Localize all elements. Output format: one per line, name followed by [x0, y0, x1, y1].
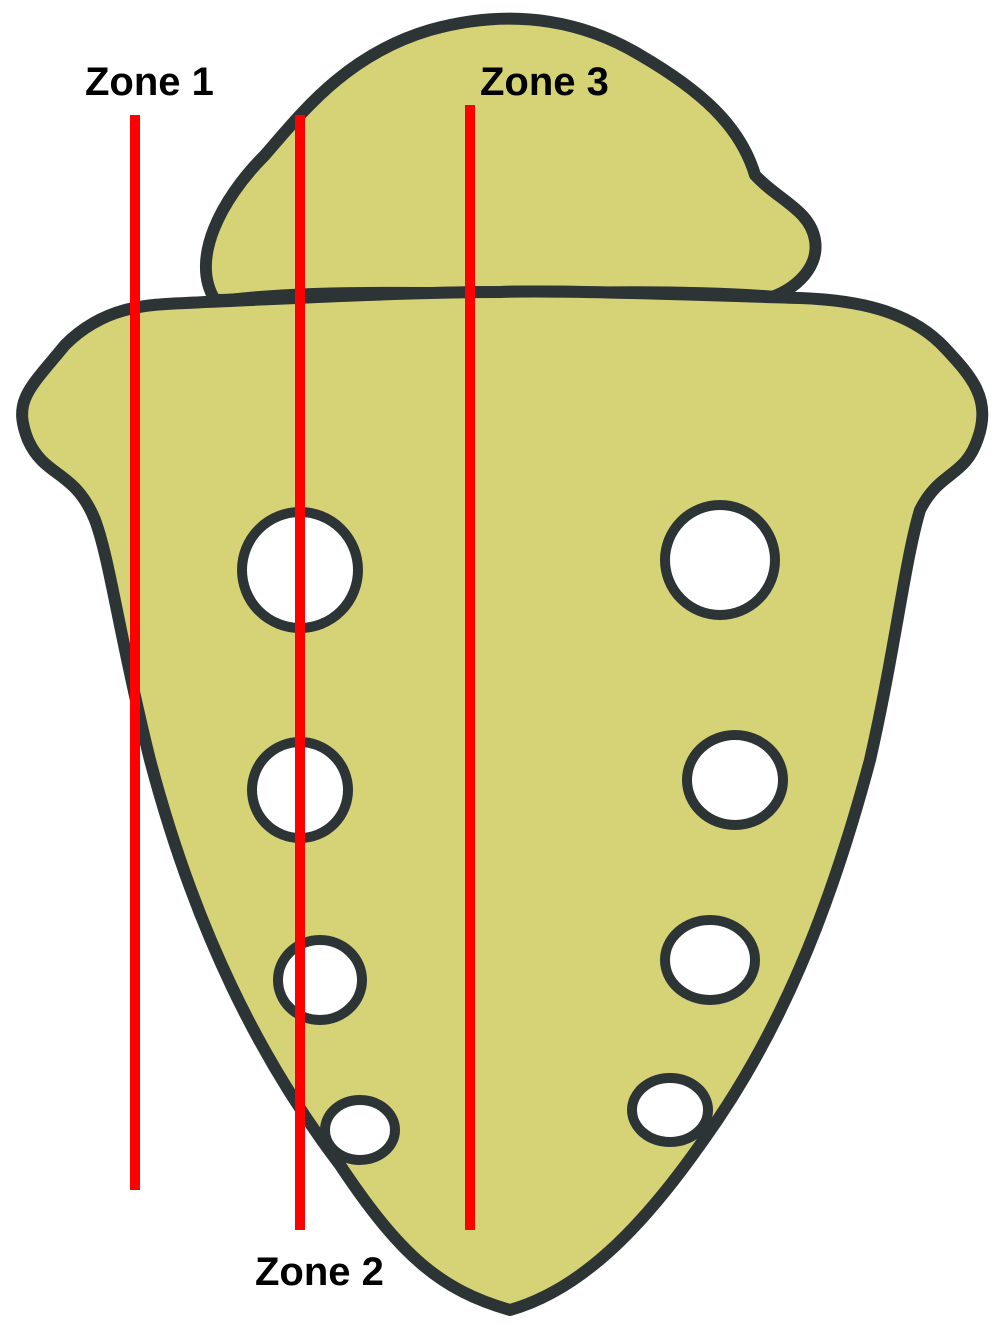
zone2-label: Zone 2 [255, 1250, 384, 1295]
foramen-left-4 [325, 1100, 395, 1160]
sacrum-body [22, 292, 982, 1310]
sacrum-diagram [0, 0, 1000, 1327]
foramen-right-3 [665, 920, 755, 1000]
zone1-label: Zone 1 [85, 60, 214, 105]
foramen-right-4 [632, 1078, 708, 1142]
foramen-right-2 [687, 735, 783, 825]
foramen-right-1 [665, 505, 775, 615]
zone3-label: Zone 3 [480, 60, 609, 105]
foramen-left-3 [278, 940, 362, 1020]
